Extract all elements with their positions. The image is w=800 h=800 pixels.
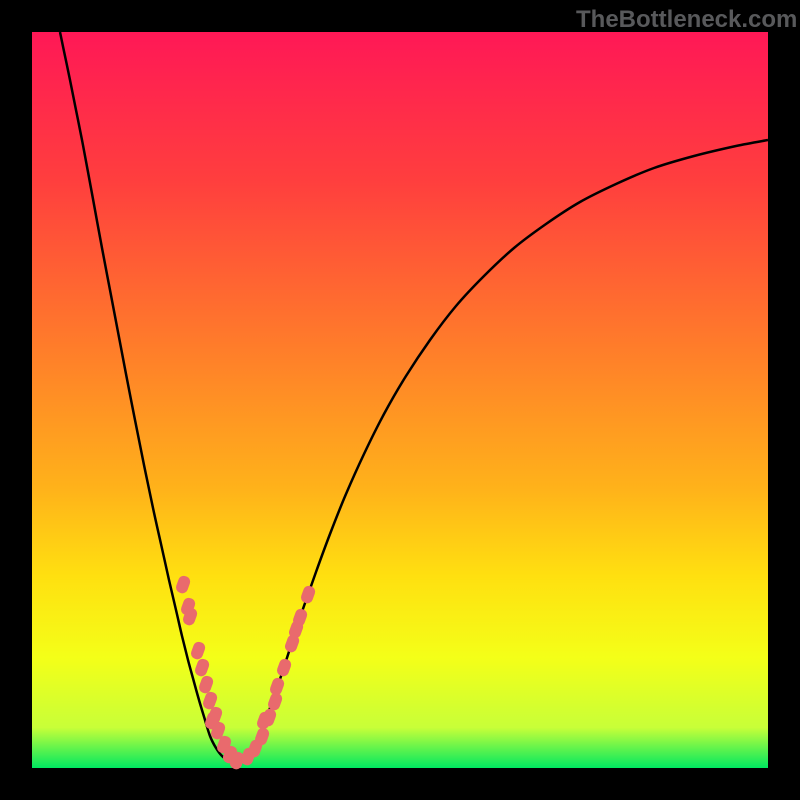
chart-frame: TheBottleneck.com <box>0 0 800 800</box>
plot-background <box>32 32 768 768</box>
watermark-text: TheBottleneck.com <box>576 6 797 34</box>
